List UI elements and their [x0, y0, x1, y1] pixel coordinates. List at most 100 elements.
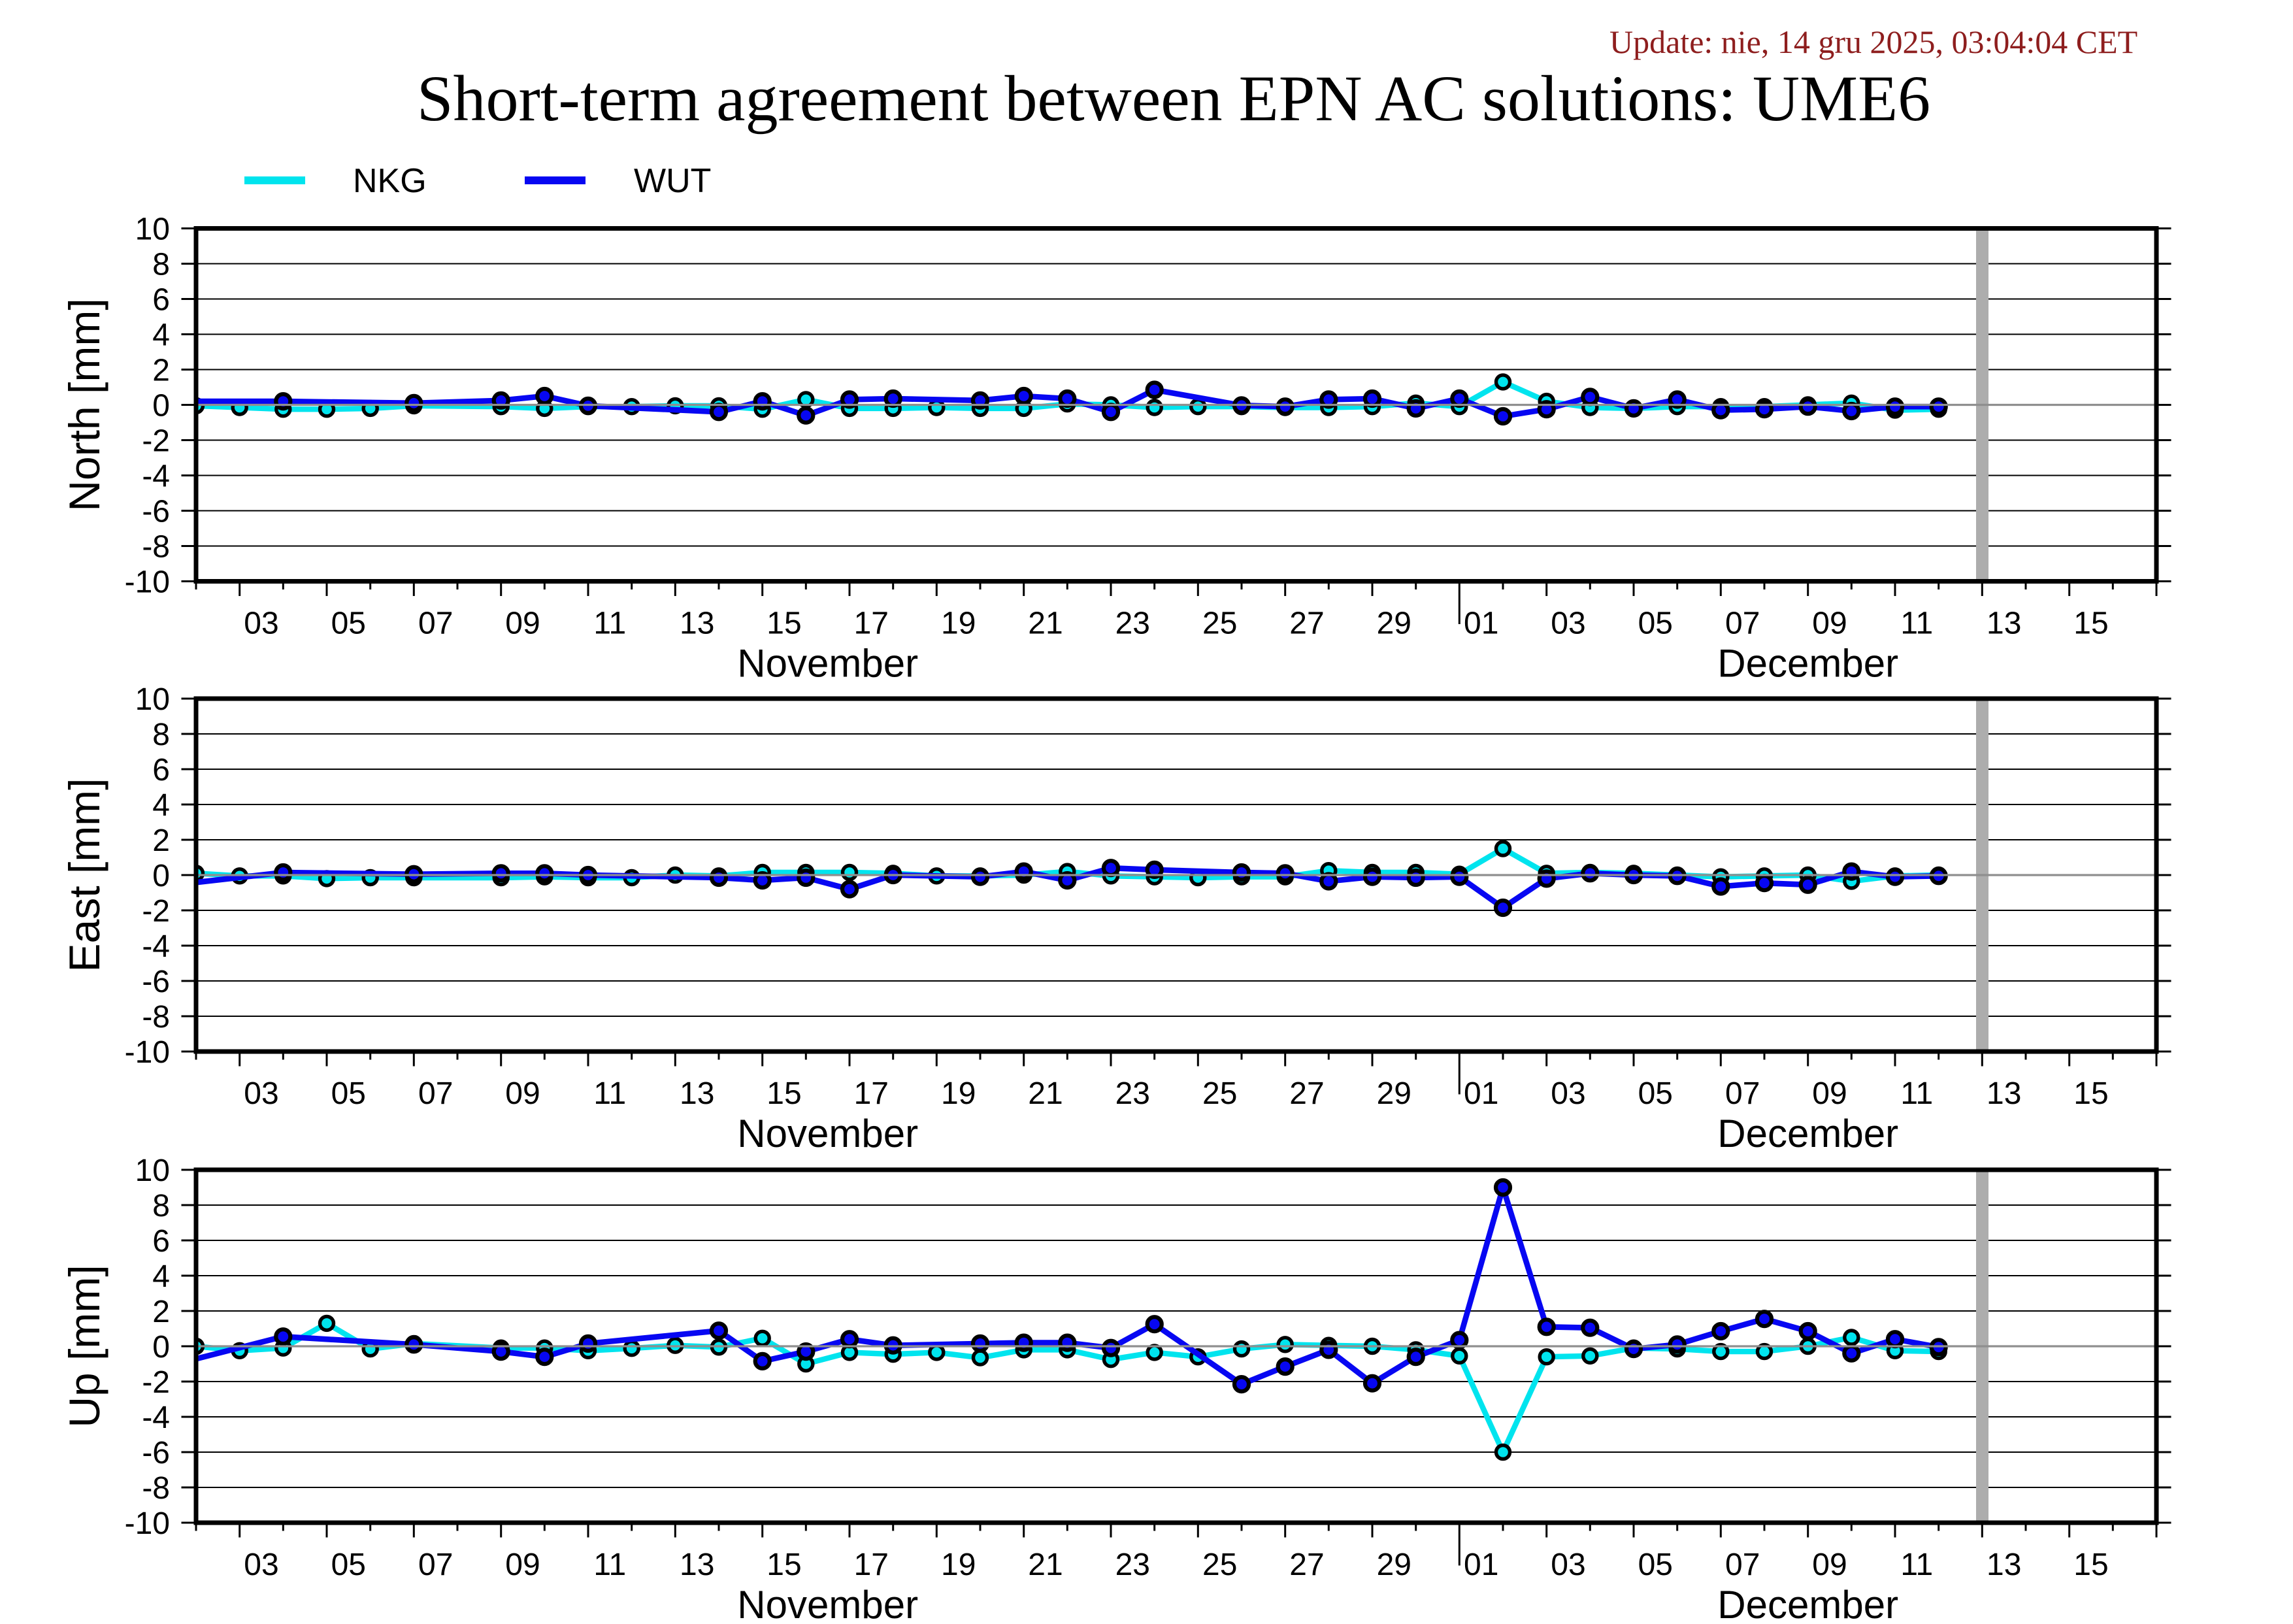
- svg-text:01: 01: [1464, 1076, 1498, 1111]
- svg-text:19: 19: [941, 1076, 976, 1111]
- svg-text:11: 11: [1900, 1548, 1933, 1582]
- svg-text:29: 29: [1377, 1076, 1411, 1111]
- svg-text:09: 09: [1812, 606, 1847, 641]
- svg-text:21: 21: [1028, 1548, 1063, 1582]
- svg-text:07: 07: [1725, 606, 1760, 641]
- svg-text:03: 03: [1551, 1548, 1585, 1582]
- svg-text:13: 13: [1987, 1548, 2021, 1582]
- svg-text:15: 15: [767, 1548, 801, 1582]
- svg-text:10: 10: [135, 1153, 170, 1188]
- svg-text:19: 19: [941, 1548, 976, 1582]
- svg-text:-2: -2: [142, 1365, 170, 1400]
- svg-text:11: 11: [593, 1548, 626, 1582]
- svg-text:-8: -8: [142, 1471, 170, 1506]
- svg-text:2: 2: [152, 354, 170, 388]
- svg-text:6: 6: [152, 283, 170, 318]
- svg-text:0: 0: [152, 1330, 170, 1365]
- svg-text:15: 15: [767, 1076, 801, 1111]
- svg-text:07: 07: [1725, 1076, 1760, 1111]
- svg-text:21: 21: [1028, 1076, 1063, 1111]
- svg-text:17: 17: [854, 606, 889, 641]
- svg-text:-4: -4: [142, 929, 170, 964]
- svg-text:03: 03: [244, 606, 278, 641]
- svg-text:0: 0: [152, 389, 170, 423]
- svg-text:13: 13: [680, 606, 714, 641]
- svg-text:11: 11: [1900, 1076, 1933, 1111]
- svg-text:03: 03: [1551, 606, 1585, 641]
- svg-text:13: 13: [1987, 606, 2021, 641]
- svg-text:07: 07: [418, 606, 453, 641]
- svg-text:05: 05: [1638, 606, 1673, 641]
- svg-text:Short-term agreement between E: Short-term agreement between EPN AC solu…: [417, 62, 1930, 135]
- svg-text:East [mm]: East [mm]: [60, 778, 108, 972]
- svg-text:23: 23: [1115, 1076, 1150, 1111]
- svg-text:6: 6: [152, 1224, 170, 1259]
- svg-text:03: 03: [1551, 1076, 1585, 1111]
- svg-text:09: 09: [1812, 1548, 1847, 1582]
- svg-text:Update: nie, 14 gru 2025, 03:0: Update: nie, 14 gru 2025, 03:04:04 CET: [1609, 24, 2137, 60]
- svg-text:-10: -10: [125, 1506, 170, 1541]
- svg-text:07: 07: [1725, 1548, 1760, 1582]
- svg-text:07: 07: [418, 1548, 453, 1582]
- svg-text:01: 01: [1464, 1548, 1498, 1582]
- svg-text:27: 27: [1289, 1076, 1324, 1111]
- svg-text:09: 09: [1812, 1076, 1847, 1111]
- svg-text:4: 4: [152, 318, 170, 353]
- svg-text:8: 8: [152, 718, 170, 752]
- svg-text:December: December: [1717, 1112, 1898, 1155]
- svg-text:09: 09: [505, 1076, 540, 1111]
- svg-text:15: 15: [767, 606, 801, 641]
- svg-text:-6: -6: [142, 495, 170, 529]
- svg-text:December: December: [1717, 642, 1898, 686]
- svg-text:15: 15: [2073, 1548, 2108, 1582]
- svg-text:December: December: [1717, 1583, 1898, 1621]
- svg-text:-10: -10: [125, 1035, 170, 1070]
- svg-text:15: 15: [2073, 606, 2108, 641]
- svg-text:03: 03: [244, 1076, 278, 1111]
- svg-text:-10: -10: [125, 565, 170, 600]
- svg-text:4: 4: [152, 1259, 170, 1294]
- svg-text:November: November: [737, 642, 918, 686]
- svg-text:-8: -8: [142, 530, 170, 565]
- svg-text:2: 2: [152, 1295, 170, 1329]
- svg-text:27: 27: [1289, 606, 1324, 641]
- svg-text:-6: -6: [142, 965, 170, 999]
- svg-text:November: November: [737, 1112, 918, 1155]
- svg-text:13: 13: [1987, 1076, 2021, 1111]
- svg-text:13: 13: [680, 1076, 714, 1111]
- svg-text:10: 10: [135, 682, 170, 717]
- svg-text:0: 0: [152, 859, 170, 893]
- svg-text:-8: -8: [142, 1000, 170, 1035]
- svg-text:15: 15: [2073, 1076, 2108, 1111]
- svg-text:10: 10: [135, 212, 170, 247]
- svg-text:19: 19: [941, 606, 976, 641]
- svg-text:17: 17: [854, 1548, 889, 1582]
- svg-text:4: 4: [152, 788, 170, 823]
- svg-text:21: 21: [1028, 606, 1063, 641]
- svg-text:-6: -6: [142, 1436, 170, 1470]
- svg-text:-4: -4: [142, 459, 170, 494]
- svg-text:05: 05: [331, 606, 366, 641]
- svg-text:-4: -4: [142, 1400, 170, 1435]
- svg-text:25: 25: [1202, 1548, 1237, 1582]
- svg-text:11: 11: [593, 1076, 626, 1111]
- svg-text:09: 09: [505, 1548, 540, 1582]
- svg-text:17: 17: [854, 1076, 889, 1111]
- svg-text:29: 29: [1377, 1548, 1411, 1582]
- svg-text:25: 25: [1202, 1076, 1237, 1111]
- svg-text:11: 11: [593, 606, 626, 641]
- svg-text:07: 07: [418, 1076, 453, 1111]
- svg-text:Up [mm]: Up [mm]: [60, 1265, 108, 1427]
- svg-text:2: 2: [152, 823, 170, 858]
- svg-text:WUT: WUT: [634, 162, 711, 200]
- svg-text:05: 05: [1638, 1076, 1673, 1111]
- svg-text:27: 27: [1289, 1548, 1324, 1582]
- svg-text:-2: -2: [142, 424, 170, 459]
- svg-text:03: 03: [244, 1548, 278, 1582]
- svg-text:05: 05: [331, 1076, 366, 1111]
- svg-text:09: 09: [505, 606, 540, 641]
- svg-text:23: 23: [1115, 606, 1150, 641]
- svg-text:-2: -2: [142, 894, 170, 929]
- svg-text:23: 23: [1115, 1548, 1150, 1582]
- svg-text:8: 8: [152, 248, 170, 282]
